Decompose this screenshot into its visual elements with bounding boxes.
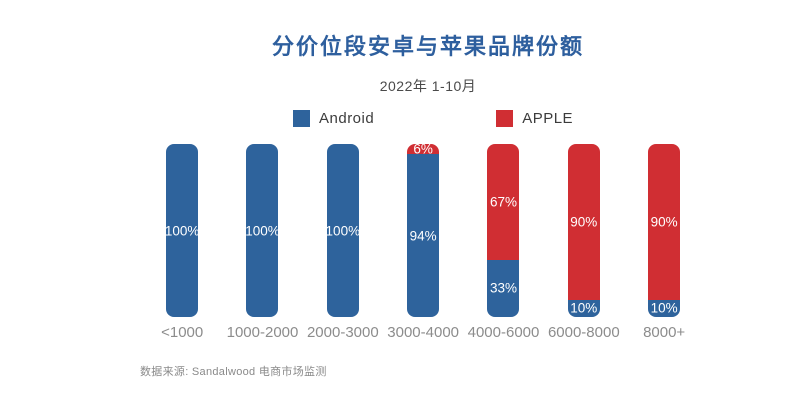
bar: 100% — [326, 144, 359, 317]
legend-swatch-apple — [496, 110, 514, 127]
x-axis-label: 6000-8000 — [547, 324, 620, 341]
bar-column: 100% 2000-3000 — [303, 144, 383, 341]
bar-segment-android: 33% — [487, 259, 520, 317]
bar-segment-android: 100% — [166, 144, 199, 317]
x-axis-label: 4000-6000 — [467, 324, 540, 341]
bar-segment-apple: 90% — [648, 144, 681, 300]
bar-column: 90% 10% 6000-8000 — [544, 144, 624, 341]
bar-value-label: 90% — [570, 214, 598, 230]
legend-label: APPLE — [522, 110, 574, 127]
bar-segment-android: 10% — [648, 299, 681, 317]
bar-value-label: 94% — [409, 228, 437, 244]
bar-column: 100% 1000-2000 — [222, 144, 302, 341]
bar-segment-apple: 67% — [487, 144, 520, 260]
page-title: 分价位段安卓与苹果品牌份额 — [271, 34, 584, 59]
x-axis-label: 3000-4000 — [387, 324, 460, 341]
bar: 67% 33% — [487, 144, 520, 317]
bar-column: 90% 10% 8000+ — [624, 144, 704, 341]
x-axis-label: <1000 — [161, 324, 204, 341]
bar-value-label: 6% — [413, 144, 433, 157]
bar: 100% — [166, 144, 199, 317]
bar-value-label: 100% — [246, 223, 279, 238]
source-note: 数据来源: Sandalwood 电商市场监测 — [140, 366, 327, 378]
bar-segment-android: 100% — [326, 144, 359, 317]
chart-header: 分价位段安卓与苹果品牌份额 2022年 1-10月 — [56, 0, 800, 96]
bar-column: 67% 33% 4000-6000 — [463, 144, 543, 341]
legend: Android APPLE — [293, 110, 573, 127]
bar-value-label: 100% — [166, 223, 199, 238]
x-axis-label: 8000+ — [643, 324, 686, 341]
bar: 100% — [246, 144, 279, 317]
bar-segment-apple: 6% — [407, 144, 440, 157]
bar: 6% 94% — [407, 144, 440, 317]
bar-column: 6% 94% 3000-4000 — [383, 144, 463, 341]
legend-swatch-android — [293, 110, 310, 127]
bar: 90% 10% — [648, 144, 681, 317]
bar-value-label: 90% — [650, 214, 678, 230]
bar-segment-android: 10% — [567, 299, 600, 317]
bar-column: 100% <1000 — [142, 144, 222, 341]
bar-segment-android: 94% — [407, 154, 440, 317]
x-axis-label: 2000-3000 — [306, 324, 379, 341]
bar-value-label: 67% — [489, 194, 517, 210]
bar-segment-apple: 90% — [567, 144, 600, 300]
bar: 90% 10% — [567, 144, 600, 317]
bar-value-label: 10% — [570, 300, 598, 316]
bar-value-label: 100% — [326, 223, 359, 238]
bars-row: 100% <1000 100% 1000-2000 100% 2000-3000 6% 94%… — [142, 144, 704, 341]
bar-value-label: 10% — [650, 300, 678, 316]
legend-item-apple: APPLE — [496, 110, 573, 127]
legend-item-android: Android — [293, 110, 374, 127]
bar-value-label: 33% — [489, 280, 517, 296]
legend-label: Android — [319, 110, 375, 127]
bar-segment-android: 100% — [246, 144, 279, 317]
chart-subtitle: 2022年 1-10月 — [379, 78, 477, 95]
x-axis-label: 1000-2000 — [226, 324, 299, 341]
